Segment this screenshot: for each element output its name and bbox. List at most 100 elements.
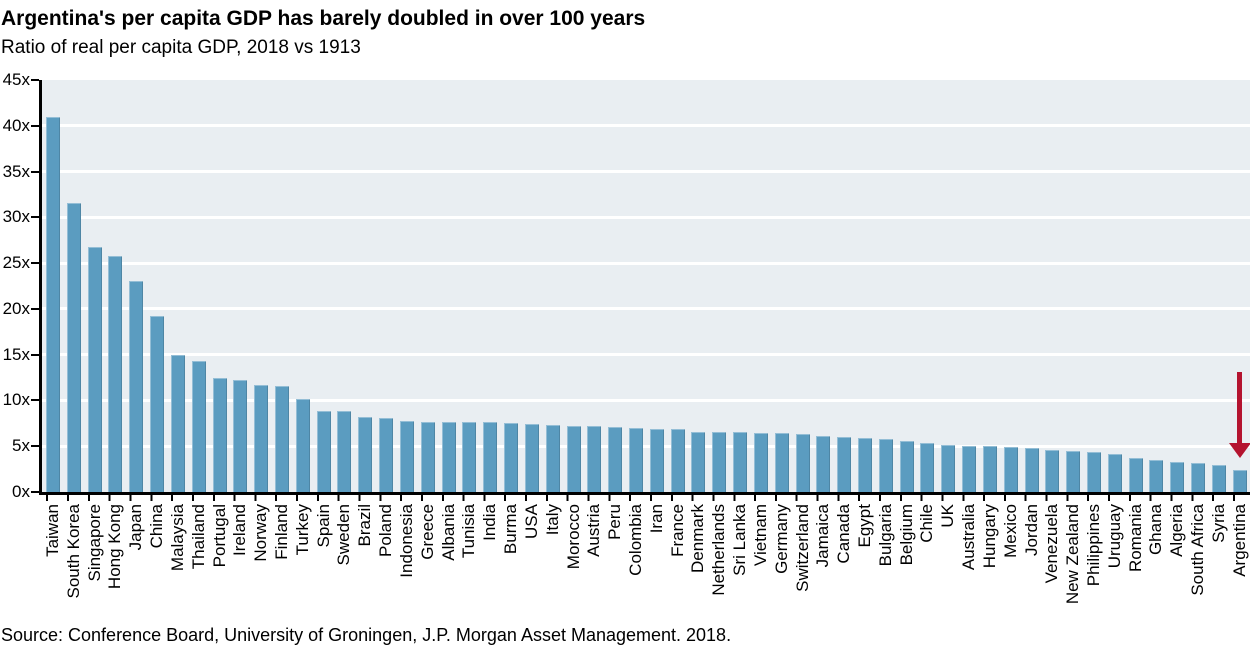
chart-subtitle: Ratio of real per capita GDP, 2018 vs 19… (1, 37, 361, 58)
gridline (42, 170, 1250, 174)
arrow-shaft (1237, 372, 1242, 444)
bar-hungary (982, 446, 997, 492)
category-label: Egypt (854, 504, 874, 548)
category-label: Norway (251, 504, 271, 562)
category-label: China (147, 504, 167, 549)
bar-japan (129, 280, 144, 492)
category-label: Uruguay (1104, 504, 1124, 569)
bar-albania (441, 421, 456, 492)
bar-usa (524, 424, 539, 492)
bar-sri-lanka (733, 432, 748, 492)
y-tick (31, 353, 39, 356)
category-label: Ghana (1146, 504, 1166, 556)
bar-burma (504, 423, 519, 492)
bar-morocco (566, 426, 581, 492)
category-label: USA (521, 504, 541, 539)
bar-brazil (358, 416, 373, 492)
category-label: Spain (313, 504, 333, 548)
category-label: Burma (501, 504, 521, 555)
bar-finland (275, 385, 290, 492)
category-label: Sri Lanka (730, 504, 750, 576)
gridline (42, 215, 1250, 219)
bar-denmark (691, 431, 706, 492)
category-label: Iran (646, 504, 666, 534)
category-label: Venezuela (1042, 504, 1062, 584)
gridline (42, 353, 1250, 357)
x-axis-ticks (42, 495, 1250, 501)
category-label: Albania (438, 504, 458, 561)
bar-china (150, 316, 165, 492)
y-tick-label: 40x (2, 115, 30, 135)
bar-egypt (857, 437, 872, 492)
bar-taiwan (46, 116, 60, 492)
bar-south-africa (1191, 462, 1206, 492)
category-label: Bulgaria (875, 504, 895, 567)
bar-algeria (1170, 461, 1185, 492)
category-label: Switzerland (792, 504, 812, 592)
category-label: Algeria (1167, 504, 1187, 557)
bar-mexico (1003, 447, 1018, 492)
category-label: France (667, 504, 687, 557)
category-label: Turkey (292, 504, 312, 556)
bar-poland (379, 417, 394, 492)
arrow-head (1229, 443, 1250, 458)
y-tick (31, 307, 39, 310)
category-label: Finland (272, 504, 292, 560)
category-label: Belgium (896, 504, 916, 566)
bar-hong-kong (108, 255, 123, 492)
y-tick-label: 5x (12, 436, 30, 456)
bar-norway (254, 384, 269, 492)
category-label: Australia (959, 504, 979, 571)
category-label: Hong Kong (105, 504, 125, 590)
category-label: Chile (917, 504, 937, 543)
y-tick-label: 30x (2, 207, 30, 227)
bar-romania (1128, 458, 1143, 492)
category-label: UK (938, 504, 958, 528)
bar-ireland (233, 380, 248, 492)
category-label: Austria (584, 504, 604, 557)
y-tick (31, 124, 39, 127)
bar-south-korea (66, 202, 81, 492)
bar-ghana (1149, 459, 1164, 492)
category-label: India (480, 504, 500, 541)
category-label: Brazil (355, 504, 375, 547)
y-tick (31, 491, 39, 493)
y-tick-label: 35x (2, 161, 30, 181)
gridline (42, 261, 1250, 265)
bar-indonesia (399, 420, 414, 492)
category-label: Sweden (334, 504, 354, 566)
y-tick-label: 10x (2, 390, 30, 410)
bar-uk (941, 445, 956, 492)
bar-jordan (1024, 448, 1039, 492)
bar-venezuela (1045, 449, 1060, 492)
category-label: Singapore (84, 504, 104, 582)
y-tick-label: 45x (2, 70, 30, 89)
source-note: Source: Conference Board, University of … (1, 625, 732, 645)
bar-portugal (212, 377, 227, 492)
y-tick-label: 0x (12, 482, 30, 501)
y-tick (31, 216, 39, 219)
category-label: Ireland (230, 504, 250, 556)
bar-malaysia (170, 354, 185, 492)
x-axis (39, 492, 1250, 495)
category-label: Thailand (188, 504, 208, 570)
y-tick (31, 399, 39, 402)
bar-philippines (1087, 451, 1101, 492)
bar-switzerland (795, 434, 810, 492)
bar-germany (774, 433, 789, 492)
bar-singapore (87, 246, 102, 492)
bar-netherlands (712, 431, 727, 492)
gridline (42, 444, 1250, 448)
category-label: Poland (376, 504, 396, 557)
y-tick-label: 15x (2, 344, 30, 364)
category-label: Indonesia (396, 504, 416, 578)
category-label: Tunisia (459, 504, 479, 559)
y-tick (31, 445, 39, 448)
y-tick-label: 25x (2, 253, 30, 273)
bar-canada (837, 437, 852, 492)
bar-italy (545, 425, 560, 492)
bar-spain (316, 410, 331, 492)
category-label: New Zealand (1063, 504, 1083, 605)
category-label: Mexico (1000, 504, 1020, 558)
